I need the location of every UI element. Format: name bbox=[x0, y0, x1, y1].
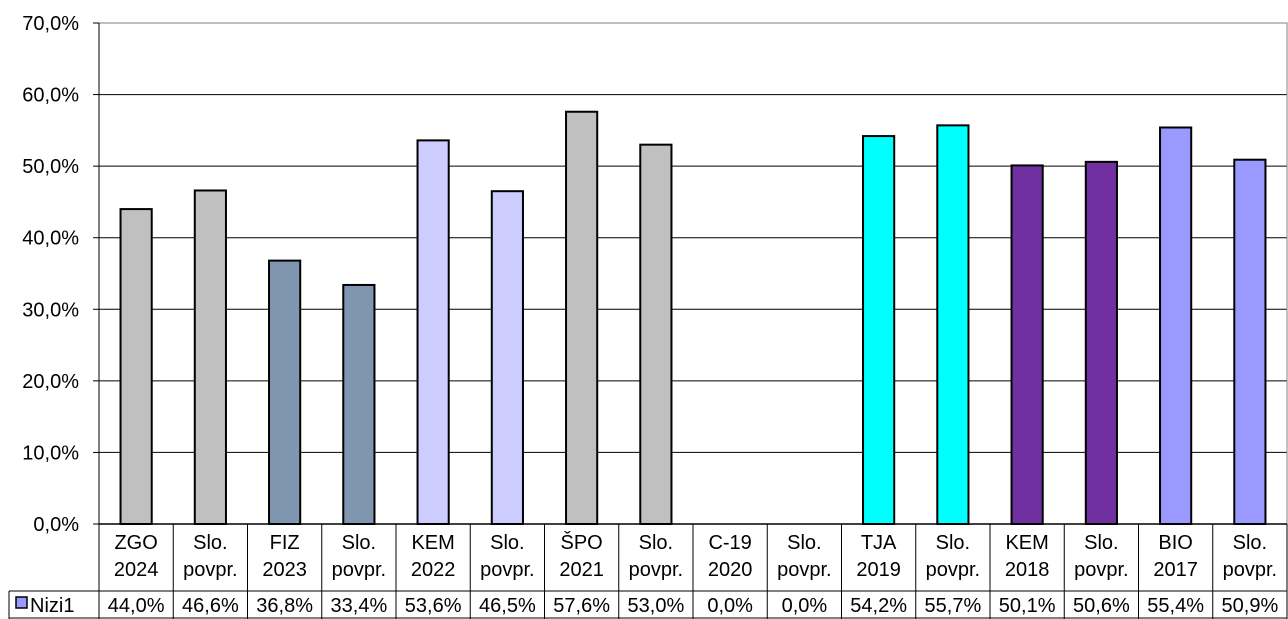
x-tick-label: Slo. bbox=[1084, 532, 1118, 554]
data-label: 50,1% bbox=[999, 595, 1056, 617]
x-tick-label: KEM bbox=[411, 532, 454, 554]
data-label: 0,0% bbox=[707, 595, 753, 617]
data-label: 50,9% bbox=[1222, 595, 1279, 617]
bar bbox=[342, 283, 376, 525]
data-label: 46,6% bbox=[182, 595, 239, 617]
y-tick-label: 60,0% bbox=[22, 85, 79, 107]
x-tick-label: 2017 bbox=[1153, 559, 1198, 581]
bar bbox=[639, 143, 673, 526]
bar bbox=[936, 124, 970, 526]
bar bbox=[1233, 158, 1267, 526]
x-tick-label: BIO bbox=[1158, 532, 1192, 554]
bar bbox=[268, 259, 302, 525]
data-label: 36,8% bbox=[256, 595, 313, 617]
bar bbox=[565, 110, 599, 526]
data-label: 57,6% bbox=[553, 595, 610, 617]
data-label: 44,0% bbox=[108, 595, 165, 617]
x-tick-label: Slo. bbox=[490, 532, 524, 554]
data-table: ZGO 2024 44,0% Slo. povpr. 46,6% FIZ 2023 36,8% S… bbox=[8, 523, 1288, 619]
y-tick-label: 10,0% bbox=[22, 442, 79, 464]
data-label: 55,4% bbox=[1147, 595, 1204, 617]
x-tick-label: povpr. bbox=[480, 559, 534, 581]
y-tick-label: 50,0% bbox=[22, 156, 79, 178]
x-tick-label: ZGO bbox=[114, 532, 157, 554]
data-label: 46,5% bbox=[479, 595, 536, 617]
x-tick-label: povpr. bbox=[926, 559, 980, 581]
x-tick-label: Slo. bbox=[787, 532, 821, 554]
bar bbox=[1084, 160, 1118, 525]
x-tick-label: povpr. bbox=[1223, 559, 1277, 581]
bar bbox=[119, 208, 153, 525]
data-label: 50,6% bbox=[1073, 595, 1130, 617]
x-tick-label: povpr. bbox=[1074, 559, 1128, 581]
bars bbox=[119, 110, 1267, 526]
x-tick-label: 2020 bbox=[708, 559, 753, 581]
bar bbox=[862, 135, 896, 525]
y-axis-tick-labels: 0,0% 10,0% 20,0% 30,0% 40,0% 50,0% 60,0% 70,0% bbox=[22, 13, 79, 536]
x-tick-label: 2024 bbox=[114, 559, 159, 581]
x-tick-label: Slo. bbox=[1233, 532, 1267, 554]
y-tick-label: 70,0% bbox=[22, 13, 79, 35]
x-tick-label: 2018 bbox=[1005, 559, 1050, 581]
x-tick-label: povpr. bbox=[332, 559, 386, 581]
bar bbox=[1010, 164, 1044, 525]
data-label: 53,0% bbox=[628, 595, 685, 617]
y-tick-label: 40,0% bbox=[22, 228, 79, 250]
legend-entry: Nizi1 bbox=[30, 595, 74, 617]
x-tick-label: FIZ bbox=[270, 532, 300, 554]
x-tick-label: 2023 bbox=[262, 559, 307, 581]
x-tick-label: TJA bbox=[861, 532, 897, 554]
bar bbox=[490, 190, 524, 525]
data-label: 0,0% bbox=[782, 595, 828, 617]
y-tick-label: 30,0% bbox=[22, 299, 79, 321]
legend-key bbox=[15, 596, 28, 609]
x-tick-label: 2021 bbox=[559, 559, 604, 581]
data-label: 33,4% bbox=[331, 595, 388, 617]
x-tick-label: Slo. bbox=[936, 532, 970, 554]
data-label: 53,6% bbox=[405, 595, 462, 617]
x-tick-label: 2019 bbox=[856, 559, 901, 581]
x-tick-label: ŠPO bbox=[561, 531, 603, 554]
data-label: 55,7% bbox=[925, 595, 982, 617]
x-tick-label: Slo. bbox=[193, 532, 227, 554]
y-tick-label: 20,0% bbox=[22, 371, 79, 393]
x-tick-label: povpr. bbox=[183, 559, 237, 581]
bar bbox=[416, 139, 450, 525]
x-tick-label: C-19 bbox=[708, 532, 751, 554]
x-tick-label: povpr. bbox=[629, 559, 683, 581]
x-tick-label: povpr. bbox=[777, 559, 831, 581]
x-tick-label: Slo. bbox=[342, 532, 376, 554]
bar bbox=[193, 189, 227, 525]
x-tick-label: Slo. bbox=[639, 532, 673, 554]
y-tick-label: 0,0% bbox=[33, 514, 79, 536]
x-tick-label: 2022 bbox=[411, 559, 456, 581]
bar bbox=[1159, 126, 1193, 525]
x-tick-label: KEM bbox=[1005, 532, 1048, 554]
data-label: 54,2% bbox=[850, 595, 907, 617]
